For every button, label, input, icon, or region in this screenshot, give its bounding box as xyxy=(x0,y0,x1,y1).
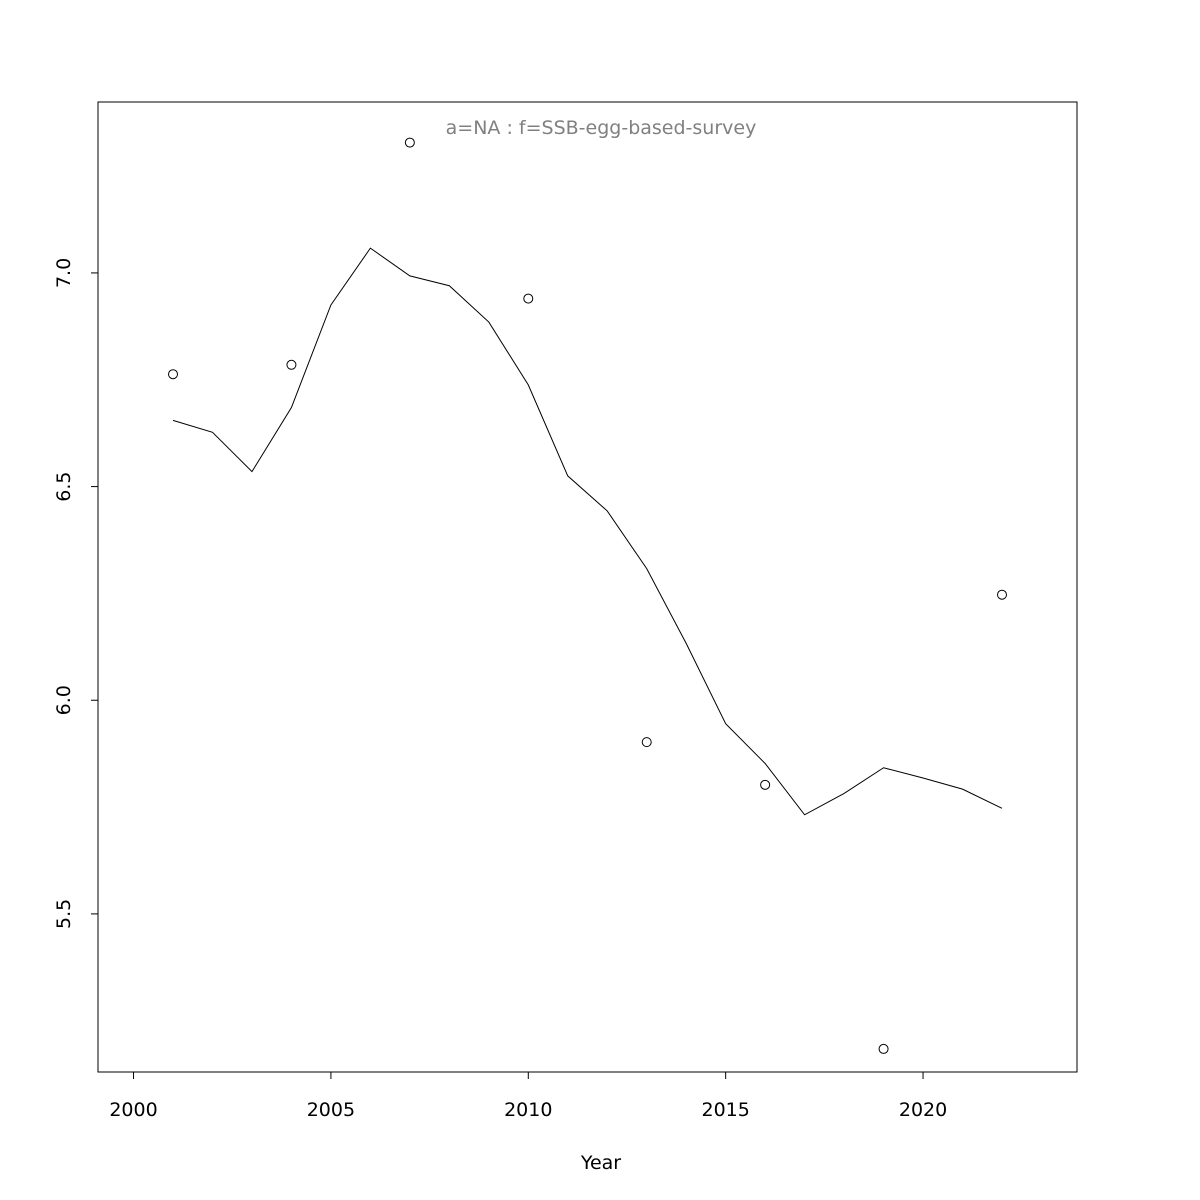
fitted-line xyxy=(172,247,1003,816)
x-axis: 2000 2005 2010 2015 2020 xyxy=(109,1071,947,1121)
y-tick-label: 5.5 xyxy=(53,899,75,929)
y-tick-label: 7.0 xyxy=(53,258,75,288)
y-tick-label: 6.0 xyxy=(53,685,75,715)
x-tick-label: 2005 xyxy=(307,1099,355,1121)
x-tick-label: 2000 xyxy=(109,1099,157,1121)
observation-point xyxy=(523,293,534,304)
series-layer xyxy=(168,137,1007,1054)
observation-point xyxy=(286,359,297,370)
x-tick-label: 2020 xyxy=(899,1099,947,1121)
y-tick-label: 6.5 xyxy=(53,471,75,501)
observation-point xyxy=(996,589,1007,600)
observation-point xyxy=(641,737,652,748)
observation-point xyxy=(168,369,179,380)
x-tick-label: 2015 xyxy=(701,1099,749,1121)
observation-point xyxy=(404,137,415,148)
observation-point xyxy=(878,1043,889,1054)
plot-frame xyxy=(97,101,1078,1073)
plot-title: a=NA : f=SSB-egg-based-survey xyxy=(446,117,757,139)
y-axis: 5.5 6.0 6.5 7.0 xyxy=(53,258,99,929)
x-axis-title: Year xyxy=(580,1152,621,1174)
observation-point xyxy=(760,779,771,790)
x-tick-label: 2010 xyxy=(504,1099,552,1121)
